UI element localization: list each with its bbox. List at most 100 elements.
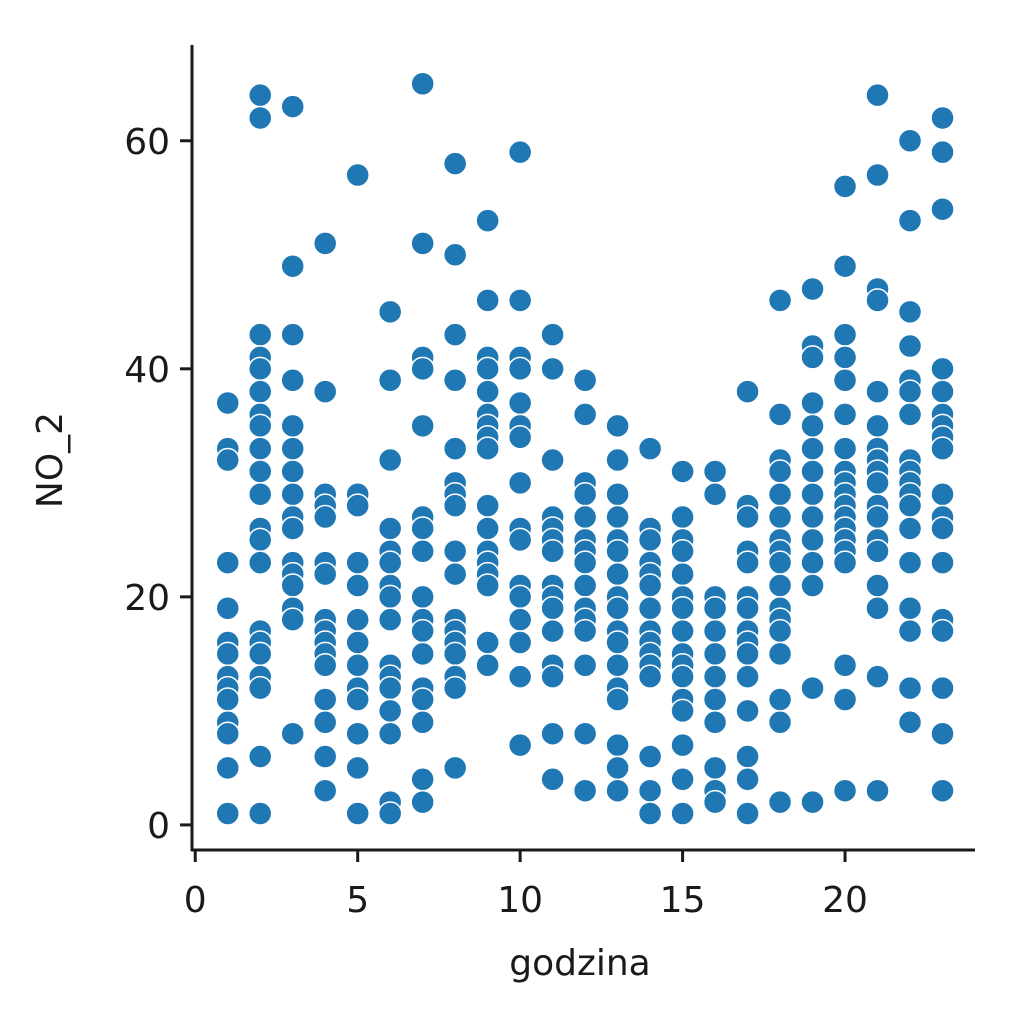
point: [930, 550, 955, 575]
point: [832, 778, 858, 803]
point: [475, 379, 500, 404]
point: [735, 550, 760, 575]
point: [767, 710, 793, 735]
point: [897, 379, 923, 404]
point: [897, 516, 923, 541]
point: [507, 390, 533, 416]
point: [572, 653, 598, 678]
point: [345, 493, 370, 518]
point: [280, 459, 305, 484]
x-tick-label: 10: [497, 880, 543, 921]
point: [702, 755, 728, 781]
x-tick-label: 5: [346, 880, 369, 921]
point: [767, 789, 793, 815]
point: [605, 596, 630, 621]
point: [410, 767, 435, 792]
point: [930, 721, 955, 746]
point: [442, 367, 468, 393]
point: [767, 618, 793, 644]
point: [800, 436, 825, 461]
point: [637, 527, 663, 553]
point: [540, 322, 565, 347]
point: [507, 584, 533, 610]
point: [897, 596, 923, 621]
point: [475, 436, 500, 461]
point: [670, 767, 695, 792]
point: [377, 367, 403, 393]
point: [475, 573, 500, 598]
point: [767, 402, 793, 427]
point: [897, 493, 923, 518]
point: [897, 208, 923, 233]
point: [247, 744, 273, 769]
point: [540, 447, 565, 473]
point: [247, 459, 273, 484]
point: [247, 379, 273, 404]
point: [767, 459, 793, 484]
point: [670, 504, 695, 530]
point: [442, 561, 468, 587]
point: [280, 436, 305, 461]
point: [930, 196, 955, 222]
point: [475, 288, 500, 313]
point: [637, 596, 663, 621]
point: [572, 504, 598, 530]
point: [572, 721, 598, 746]
point: [247, 413, 273, 439]
point: [670, 698, 695, 724]
point: [312, 504, 338, 530]
point: [832, 367, 858, 393]
y-axis-label: NO_2: [30, 412, 71, 508]
point: [572, 778, 598, 803]
point: [507, 424, 533, 450]
x-tick-label: 0: [184, 880, 207, 921]
point: [215, 721, 240, 746]
point: [247, 356, 273, 382]
point: [215, 390, 240, 416]
point: [475, 356, 500, 382]
point: [930, 516, 955, 541]
point: [800, 573, 825, 598]
y-tick-label: 20: [124, 578, 170, 619]
point: [767, 641, 793, 667]
point: [832, 345, 858, 370]
point: [832, 402, 858, 427]
point: [897, 299, 923, 325]
point: [247, 675, 273, 701]
point: [215, 641, 240, 667]
point: [637, 573, 663, 598]
point: [377, 721, 403, 746]
point: [800, 481, 825, 507]
point: [800, 390, 825, 416]
point: [702, 481, 728, 507]
point: [670, 561, 695, 587]
point: [215, 550, 240, 575]
point: [865, 573, 890, 598]
point: [475, 516, 500, 541]
point: [767, 573, 793, 598]
point: [475, 208, 500, 233]
point: [767, 288, 793, 313]
y-tick-label: 0: [147, 806, 170, 847]
point: [247, 481, 273, 507]
point: [540, 539, 565, 564]
point: [832, 253, 858, 279]
point: [865, 288, 890, 313]
point: [670, 664, 695, 689]
point: [280, 573, 305, 598]
point: [605, 561, 630, 587]
point: [312, 379, 338, 404]
point: [735, 379, 760, 404]
point: [897, 550, 923, 575]
point: [605, 653, 630, 678]
point: [280, 413, 305, 439]
point: [540, 596, 565, 621]
point: [800, 675, 825, 701]
point: [865, 504, 890, 530]
point: [345, 630, 370, 655]
point: [702, 687, 728, 712]
point: [735, 641, 760, 667]
point: [507, 139, 533, 165]
point: [930, 618, 955, 644]
